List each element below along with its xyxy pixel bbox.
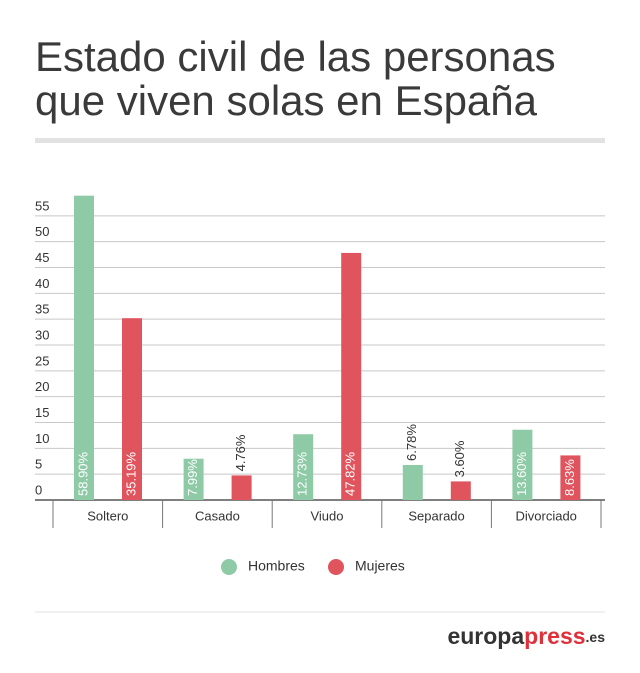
logo-part: europa xyxy=(447,623,524,649)
y-tick-label: 35 xyxy=(35,302,49,317)
y-tick-label: 5 xyxy=(35,457,42,472)
logo-part: press xyxy=(524,623,585,649)
y-tick-label: 15 xyxy=(35,405,49,420)
value-label: 35.19% xyxy=(123,451,138,496)
x-tick-label: Soltero xyxy=(87,508,128,523)
y-tick-label: 45 xyxy=(35,250,49,265)
legend-label: Hombres xyxy=(248,558,305,574)
x-tick-label: Divorciado xyxy=(515,508,576,523)
legend-swatch xyxy=(328,559,344,575)
x-tick-label: Casado xyxy=(195,508,240,523)
value-label: 3.60% xyxy=(452,440,467,477)
legend-swatch xyxy=(221,559,237,575)
chart-title: que viven solas en España xyxy=(35,77,538,124)
x-tick-label: Viudo xyxy=(310,508,343,523)
title-rule xyxy=(35,138,605,143)
logo: europapress.es xyxy=(447,623,605,649)
bar xyxy=(512,429,533,500)
value-label: 7.99% xyxy=(185,459,200,496)
value-label: 4.76% xyxy=(233,434,248,471)
legend-label: Mujeres xyxy=(355,558,405,574)
y-tick-label: 40 xyxy=(35,276,49,291)
value-label: 6.78% xyxy=(404,424,419,461)
bar xyxy=(183,458,204,500)
value-label: 13.60% xyxy=(514,451,529,496)
y-tick-label: 55 xyxy=(35,198,49,213)
y-tick-label: 30 xyxy=(35,327,49,342)
bar xyxy=(560,455,581,500)
y-tick-label: 25 xyxy=(35,353,49,368)
bar xyxy=(122,318,142,500)
y-tick-label: 10 xyxy=(35,431,49,446)
y-tick-label: 50 xyxy=(35,224,49,239)
value-label: 12.73% xyxy=(295,451,310,496)
value-label: 47.82% xyxy=(343,451,358,496)
bar xyxy=(293,434,314,500)
bar xyxy=(341,252,362,500)
bar xyxy=(231,475,252,500)
x-tick-label: Separado xyxy=(408,508,464,523)
bar xyxy=(74,195,94,500)
logo-part: .es xyxy=(586,629,606,645)
value-label: 58.90% xyxy=(75,451,90,496)
bar xyxy=(402,464,423,500)
chart-title: Estado civil de las personas xyxy=(35,33,556,80)
bar xyxy=(450,481,471,500)
value-label: 8.63% xyxy=(562,459,577,496)
y-tick-label: 0 xyxy=(35,482,42,497)
y-tick-label: 20 xyxy=(35,379,49,394)
